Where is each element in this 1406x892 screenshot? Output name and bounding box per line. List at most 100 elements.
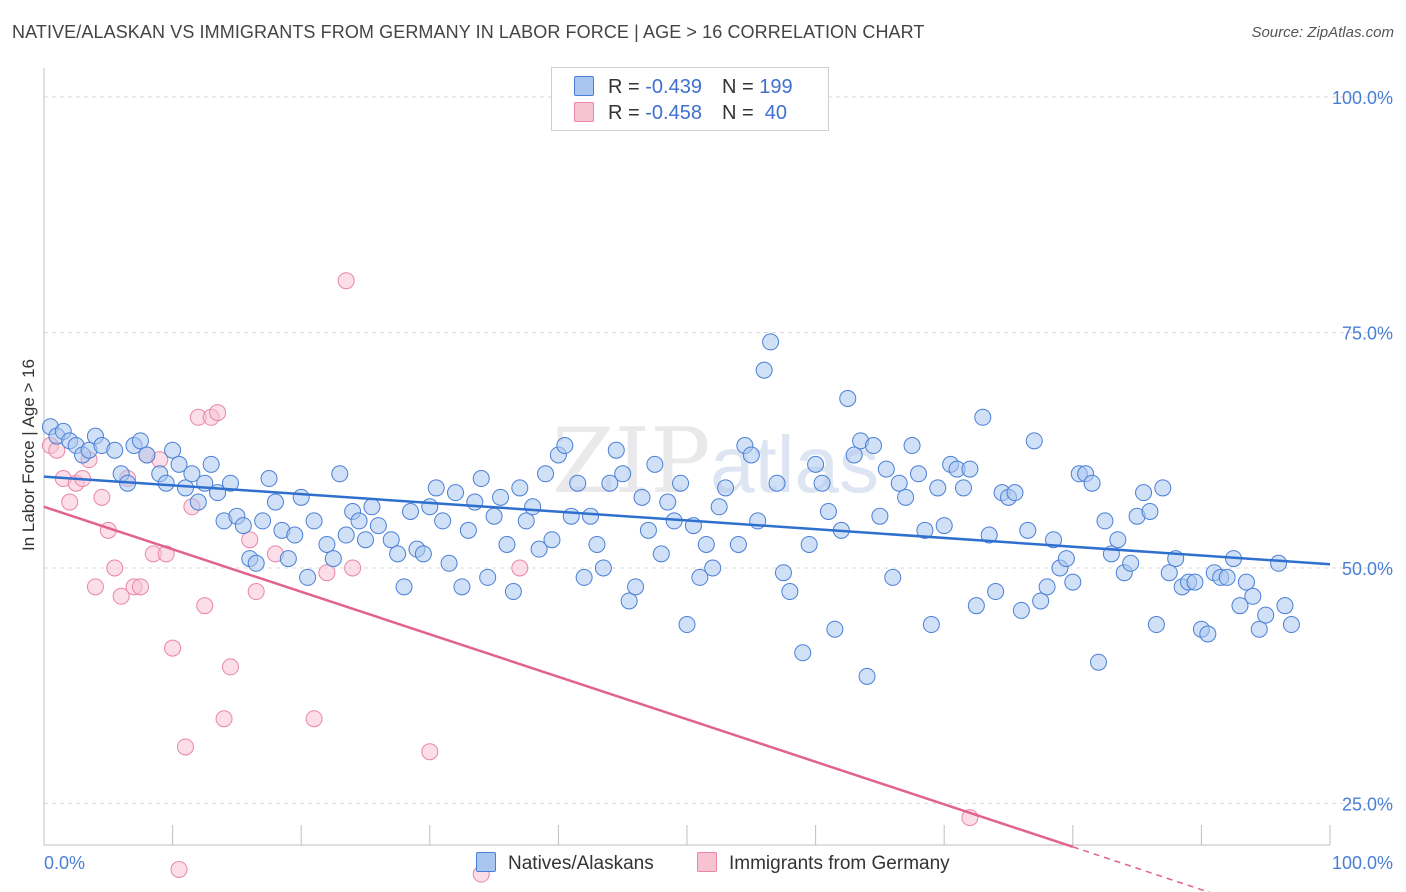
data-point-germany: [86, 578, 104, 596]
data-point-natives: [485, 507, 503, 525]
data-point-natives: [479, 568, 497, 586]
bottom-legend-natives-label: Natives/Alaskans: [508, 853, 654, 874]
y-axis-label: In Labor Force | Age > 16: [19, 359, 38, 551]
data-point-natives: [1019, 521, 1037, 539]
data-point-natives: [1135, 484, 1153, 502]
data-point-natives: [897, 488, 915, 506]
data-point-natives: [170, 455, 188, 473]
data-point-natives: [511, 479, 529, 497]
data-point-natives: [1257, 606, 1275, 624]
x-tick-label: 0.0%: [44, 853, 85, 873]
data-point-natives: [421, 498, 439, 516]
data-point-natives: [1160, 564, 1178, 582]
data-point-natives: [447, 484, 465, 502]
trend-lines: [43, 475, 1331, 892]
legend-n-label: N =: [721, 102, 760, 124]
data-point-germany: [344, 559, 362, 577]
y-tick-labels: 100.0% 75.0% 50.0% 25.0%: [1332, 88, 1393, 815]
data-point-natives: [221, 474, 239, 492]
data-point-natives: [954, 479, 972, 497]
data-point-natives: [164, 441, 182, 459]
legend-r-value: -0.458: [645, 102, 702, 124]
data-point-natives: [710, 498, 728, 516]
data-point-natives: [922, 616, 940, 634]
data-point-germany: [106, 559, 124, 577]
data-point-germany: [164, 639, 182, 657]
data-point-natives: [402, 502, 420, 520]
legend: R = -0.439 N = 199 R = -0.458 N = 40: [551, 67, 829, 131]
data-point-natives: [472, 470, 490, 488]
data-point-natives: [1250, 620, 1268, 638]
y-tick-label: 100.0%: [1332, 88, 1393, 108]
data-point-germany: [215, 710, 233, 728]
series-immigrants-germany-points: [41, 272, 979, 883]
data-point-natives: [1282, 616, 1300, 634]
data-point-natives: [633, 488, 651, 506]
bottom-swatch-pink: [697, 852, 717, 872]
y-tick-label: 50.0%: [1342, 559, 1393, 579]
data-point-natives: [466, 493, 484, 511]
legend-n-value: 40: [759, 102, 788, 124]
data-point-natives: [363, 498, 381, 516]
y-tick-label: 25.0%: [1342, 795, 1393, 815]
data-point-natives: [794, 644, 812, 662]
x-ticks: [43, 825, 1331, 845]
data-point-natives: [234, 517, 252, 535]
data-point-natives: [639, 521, 657, 539]
data-point-germany: [196, 597, 214, 615]
data-point-natives: [819, 502, 837, 520]
data-point-natives: [569, 474, 587, 492]
data-point-natives: [774, 564, 792, 582]
data-point-natives: [176, 479, 194, 497]
data-point-germany: [61, 493, 79, 511]
data-point-natives: [1090, 653, 1108, 671]
data-point-germany: [511, 559, 529, 577]
data-point-natives: [980, 526, 998, 544]
data-point-natives: [1057, 550, 1075, 568]
data-point-natives: [1045, 531, 1063, 549]
legend-n-label: N =: [721, 76, 760, 98]
data-point-natives: [768, 474, 786, 492]
data-point-natives: [286, 526, 304, 544]
bottom-legend-germany-label: Immigrants from Germany: [729, 853, 950, 874]
bottom-swatch-blue: [476, 852, 496, 872]
data-point-natives: [434, 512, 452, 530]
data-point-natives: [1237, 573, 1255, 591]
data-point-natives: [254, 512, 272, 530]
data-point-natives: [106, 441, 124, 459]
source-label: Source: ZipAtlas.com: [1251, 24, 1394, 41]
data-point-natives: [1276, 597, 1294, 615]
data-point-natives: [350, 512, 368, 530]
data-point-germany: [241, 531, 259, 549]
y-tick-label: 75.0%: [1342, 324, 1393, 344]
data-point-natives: [890, 474, 908, 492]
data-point-natives: [459, 521, 477, 539]
data-point-natives: [582, 507, 600, 525]
data-point-natives: [909, 465, 927, 483]
data-point-natives: [202, 455, 220, 473]
data-point-germany: [209, 404, 227, 422]
data-point-natives: [620, 592, 638, 610]
trend-line-germany: [43, 505, 1074, 849]
data-point-natives: [646, 455, 664, 473]
data-point-natives: [1012, 601, 1030, 619]
data-point-natives: [389, 545, 407, 563]
data-point-natives: [916, 521, 934, 539]
data-point-natives: [974, 408, 992, 426]
data-point-natives: [318, 535, 336, 553]
data-point-natives: [543, 531, 561, 549]
data-point-germany: [176, 738, 194, 756]
data-point-natives: [1064, 573, 1082, 591]
data-point-natives: [247, 554, 265, 572]
data-point-natives: [717, 479, 735, 497]
data-point-natives: [453, 578, 471, 596]
data-point-natives: [395, 578, 413, 596]
data-point-germany: [247, 583, 265, 601]
data-point-natives: [697, 535, 715, 553]
data-point-germany: [221, 658, 239, 676]
data-point-germany: [93, 488, 111, 506]
data-point-natives: [839, 389, 857, 407]
data-point-natives: [884, 568, 902, 586]
watermark-atlas: atlas: [710, 420, 879, 509]
data-point-natives: [781, 583, 799, 601]
